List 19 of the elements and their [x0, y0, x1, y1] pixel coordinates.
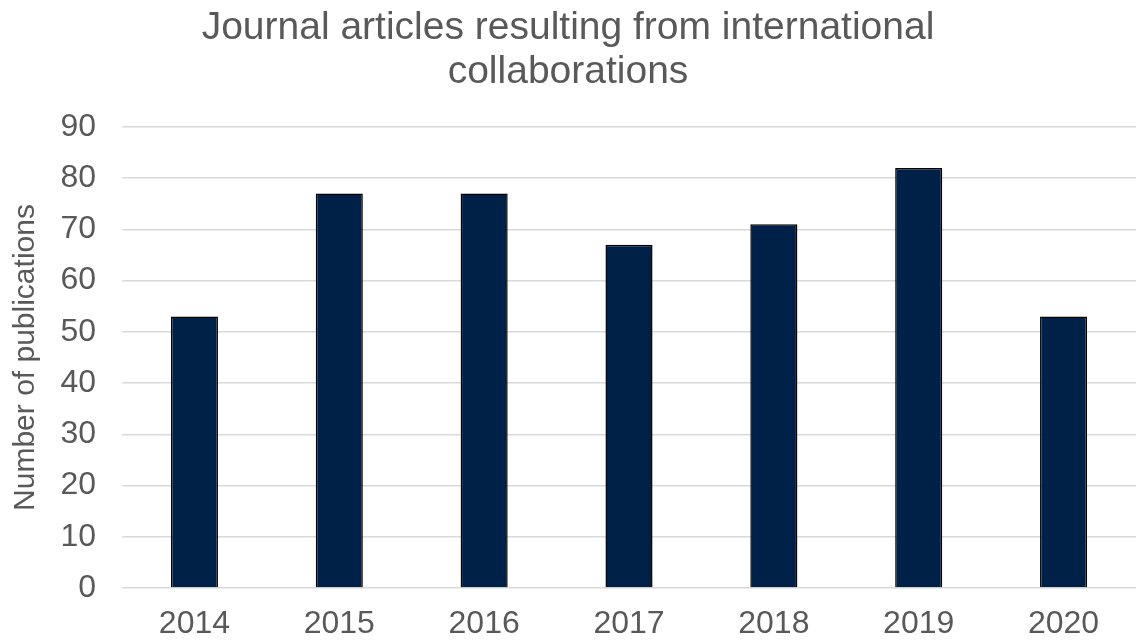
y-tick-label: 10: [60, 516, 96, 553]
y-tick-label: 80: [60, 158, 96, 195]
y-tick-label: 40: [60, 362, 96, 399]
x-tick-label: 2019: [883, 603, 955, 640]
y-tick-label: 70: [60, 209, 96, 246]
x-tick-label: 2014: [158, 603, 231, 640]
y-tick-label: 60: [60, 260, 96, 297]
x-tick-label: 2016: [448, 603, 520, 640]
chart-title: Journal articles resulting from international collaborations: [200, 4, 936, 92]
y-tick-label: 20: [60, 465, 96, 502]
x-tick-label: 2015: [303, 603, 375, 640]
x-tick-label: 2018: [738, 603, 810, 640]
x-tick-label: 2020: [1027, 603, 1100, 640]
y-tick-label: 0: [78, 567, 96, 604]
x-tick-label: 2017: [593, 603, 665, 640]
y-tick-label: 90: [60, 106, 96, 143]
y-tick-label: 30: [60, 414, 96, 451]
y-tick-label: 50: [60, 311, 96, 348]
y-axis-title: Number of publications: [7, 204, 41, 511]
